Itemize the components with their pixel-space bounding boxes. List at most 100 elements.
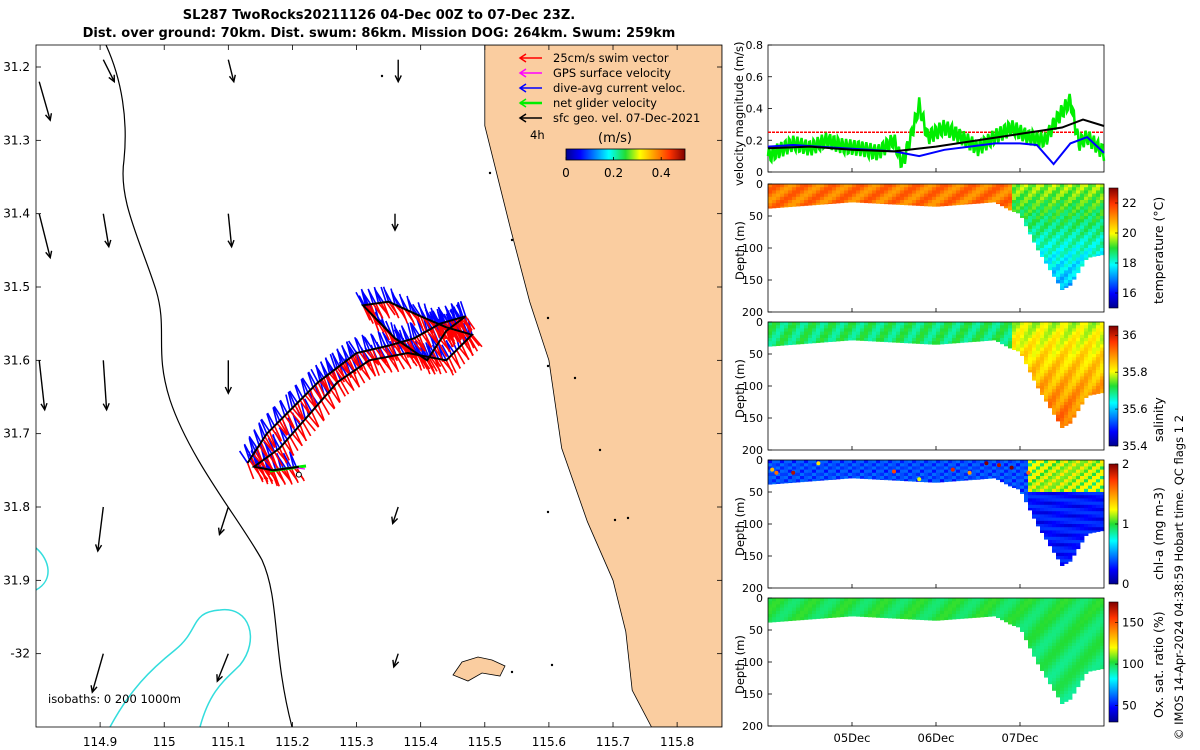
section-cell: [944, 190, 949, 194]
section-cell: [1020, 212, 1025, 217]
section-cell: [980, 184, 985, 188]
section-cell: [1092, 485, 1097, 490]
section-cell: [844, 193, 849, 198]
section-cell: [956, 187, 961, 191]
section-cell: [1080, 379, 1085, 384]
section-cell: [792, 334, 797, 339]
section-cell: [1076, 492, 1081, 496]
section-cell: [1052, 524, 1057, 528]
dive-avg-vector: [336, 349, 346, 363]
section-cell: [792, 325, 797, 329]
swim-vector: [323, 396, 336, 410]
swim-vector: [359, 366, 371, 380]
section-cell: [988, 325, 993, 329]
section-cell: [1064, 235, 1069, 239]
section-cell: [1040, 341, 1045, 345]
section-cell: [1096, 488, 1101, 493]
section-cell: [1064, 280, 1069, 284]
section-cell: [1044, 617, 1049, 621]
section-cell: [1048, 184, 1053, 188]
section-cell: [780, 620, 785, 622]
section-cell: [1044, 630, 1049, 634]
swim-vector: [371, 349, 380, 366]
section-cell: [1068, 395, 1073, 400]
section-cell: [1080, 533, 1085, 538]
section-cell: [1052, 347, 1057, 352]
section-cell: [1036, 232, 1041, 236]
section-cell: [928, 328, 933, 332]
section-cell: [912, 472, 917, 477]
colorbar-tick-label: 0: [1122, 577, 1129, 591]
section-cell: [1080, 604, 1085, 608]
section-cell: [924, 466, 929, 470]
section-cell: [1100, 228, 1105, 233]
section-cell: [1076, 636, 1081, 640]
section-cell: [1048, 482, 1053, 486]
section-cell: [976, 322, 981, 326]
section-cell: [788, 206, 793, 208]
section-cell: [836, 193, 841, 198]
section-cell: [944, 604, 949, 608]
section-cell: [1096, 334, 1101, 339]
section-cell: [844, 614, 849, 617]
section-cell: [1048, 623, 1053, 628]
section-cell: [1100, 652, 1105, 656]
section-cell: [916, 607, 921, 612]
section-cell: [1024, 485, 1029, 490]
section-cell: [976, 472, 981, 477]
section-cell: [1076, 678, 1081, 682]
section-cell: [840, 322, 845, 326]
section-cell: [1036, 334, 1041, 339]
section-cell: [1036, 382, 1041, 387]
section-cell: [1004, 482, 1009, 485]
section-cell: [876, 460, 881, 464]
section-cell: [1076, 264, 1081, 268]
section-cell: [1004, 190, 1009, 194]
section-cell: [1048, 655, 1053, 660]
section-cell: [980, 460, 985, 464]
section-cell: [1044, 366, 1049, 371]
section-cell: [828, 322, 833, 326]
section-cell: [996, 184, 1001, 188]
section-cell: [1044, 636, 1049, 640]
section-cell: [1088, 190, 1093, 194]
colorbar-tick-label: 0.4: [652, 166, 671, 180]
section-cell: [1048, 357, 1053, 361]
section-cell: [1100, 392, 1105, 394]
section-cell: [960, 328, 965, 332]
swim-vector: [246, 462, 255, 480]
section-ylabel: Depth (m): [733, 497, 747, 556]
section-cell: [1052, 238, 1057, 242]
section-cell: [868, 184, 873, 188]
section-cell: [900, 598, 905, 602]
section-cell: [1060, 514, 1065, 518]
section-cell: [932, 476, 937, 480]
section-cell: [1084, 610, 1089, 615]
section-cell: [952, 604, 957, 608]
section-cell: [892, 460, 897, 464]
section-cell: [784, 620, 789, 622]
section-cell: [944, 614, 949, 618]
section-cell: [920, 598, 925, 602]
section-cell: [836, 469, 841, 474]
swim-vector: [314, 384, 324, 401]
section-cell: [976, 610, 981, 615]
section-colorbar: [1108, 325, 1119, 447]
section-cell: [888, 325, 893, 329]
section-cell: [1084, 662, 1089, 666]
section-cell: [828, 607, 833, 612]
section-cell: [856, 200, 861, 203]
glider-end-marker: [295, 471, 302, 478]
section-cell: [1052, 392, 1057, 396]
section-cell: [1064, 184, 1069, 188]
section-cell: [1044, 222, 1049, 226]
section-cell: [1032, 373, 1037, 377]
section-cell: [1096, 662, 1101, 666]
section-cell: [772, 196, 777, 201]
section-cell: [1008, 344, 1013, 348]
section-cell: [800, 614, 805, 618]
section-cell: [904, 466, 909, 470]
section-cell: [1052, 546, 1057, 550]
section-cell: [1040, 187, 1045, 191]
section-cell: [840, 610, 845, 615]
